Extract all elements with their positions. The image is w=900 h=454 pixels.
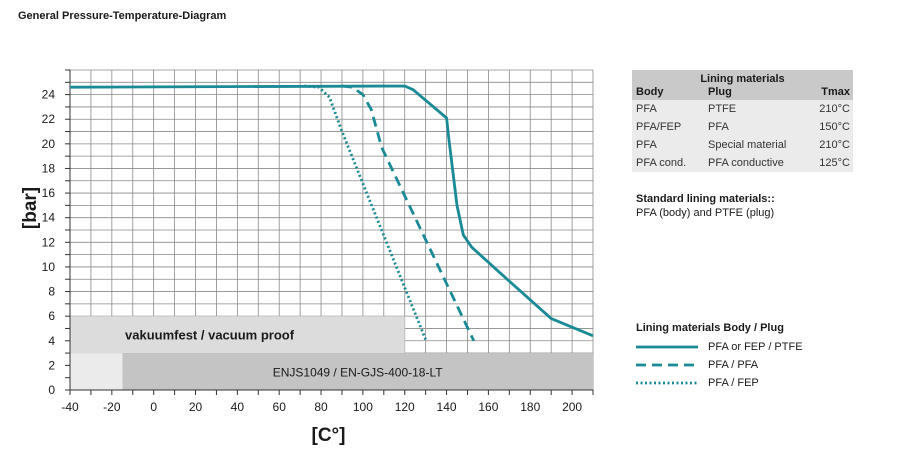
y-tick-label: 6 [48, 309, 55, 323]
dotted-line-swatch [636, 381, 698, 385]
x-tick-label: 180 [520, 400, 540, 414]
solid-line-swatch [636, 345, 698, 349]
x-tick-label: 80 [314, 400, 328, 414]
legend-label: PFA / FEP [708, 377, 759, 389]
y-tick-label: 2 [48, 358, 55, 372]
x-tick-label: 20 [189, 400, 203, 414]
y-axis-title: [bar] [20, 187, 41, 229]
table-cell: 150°C [819, 121, 850, 133]
y-tick-label: 14 [42, 211, 56, 225]
lining-table-caption: Lining materials [700, 73, 785, 85]
series-line-solid [69, 84, 594, 338]
y-tick-label: 0 [48, 383, 55, 397]
header-plug: Plug [708, 86, 732, 98]
table-cell: PFA [708, 121, 729, 133]
x-tick-label: -40 [61, 400, 79, 414]
y-tick-label: 18 [42, 161, 56, 175]
header-tmax: Tmax [821, 86, 850, 98]
region-band [70, 353, 123, 390]
x-tick-label: 100 [353, 400, 373, 414]
x-tick-label: 140 [437, 400, 457, 414]
table-row: PFA PTFE 210°C [632, 100, 853, 118]
dashed-line-swatch [636, 363, 698, 367]
standard-lining-title: Standard lining materials:: [636, 193, 775, 205]
lining-table-header-row: Body Plug Tmax [632, 85, 853, 100]
table-row: PFA/FEP PFA 150°C [632, 118, 853, 136]
x-tick-label: 200 [562, 400, 582, 414]
table-cell: Special material [708, 139, 787, 151]
lining-table-header: Lining materials Body Plug Tmax [632, 70, 853, 100]
lining-materials-table: Lining materials Body Plug Tmax PFA PTFE… [632, 70, 853, 172]
x-tick-label: 60 [273, 400, 287, 414]
series-line-dashed [341, 84, 476, 342]
y-tick-label: 22 [42, 112, 56, 126]
header-body: Body [636, 86, 664, 98]
y-tick-label: 10 [42, 260, 56, 274]
y-tick-label: 12 [42, 235, 56, 249]
standard-lining-text: PFA (body) and PTFE (plug) [636, 207, 775, 219]
region-band [122, 353, 594, 390]
pressure-temperature-chart: vakuumfest / vacuum proof ENJS1049 / EN-G… [20, 69, 594, 446]
table-cell: PFA conductive [708, 157, 784, 169]
x-tick-label: -20 [103, 400, 121, 414]
legend-label: PFA or FEP / PTFE [708, 341, 803, 353]
y-tick-label: 20 [42, 137, 56, 151]
y-tick-label: 24 [42, 88, 56, 102]
table-row: PFA cond. PFA conductive 125°C [632, 154, 853, 172]
table-cell: PFA [636, 139, 657, 151]
legend-label: PFA / PFA [708, 359, 759, 371]
table-cell: PTFE [708, 103, 737, 115]
x-tick-label: 120 [395, 400, 415, 414]
band-label-material: ENJS1049 / EN-GJS-400-18-LT [273, 366, 444, 380]
legend-title: Lining materials Body / Plug [636, 322, 784, 334]
page-title: General Pressure-Temperature-Diagram [18, 10, 227, 22]
y-tick-label: 16 [42, 186, 56, 200]
series-line-dotted [304, 84, 427, 341]
x-tick-label: 0 [150, 400, 157, 414]
table-cell: 210°C [819, 139, 850, 151]
table-cell: PFA/FEP [636, 121, 682, 133]
table-cell: 210°C [819, 103, 850, 115]
y-tick-label: 4 [48, 334, 55, 348]
x-tick-label: 160 [478, 400, 498, 414]
table-cell: 125°C [819, 157, 850, 169]
region-band [70, 316, 405, 354]
y-tick-label: 8 [48, 285, 55, 299]
band-label-vacuum: vakuumfest / vacuum proof [125, 328, 295, 343]
x-tick-label: 40 [231, 400, 245, 414]
x-axis-title: [C°] [312, 425, 346, 446]
table-cell: PFA cond. [636, 157, 687, 169]
table-row: PFA Special material 210°C [632, 136, 853, 154]
table-cell: PFA [636, 103, 657, 115]
